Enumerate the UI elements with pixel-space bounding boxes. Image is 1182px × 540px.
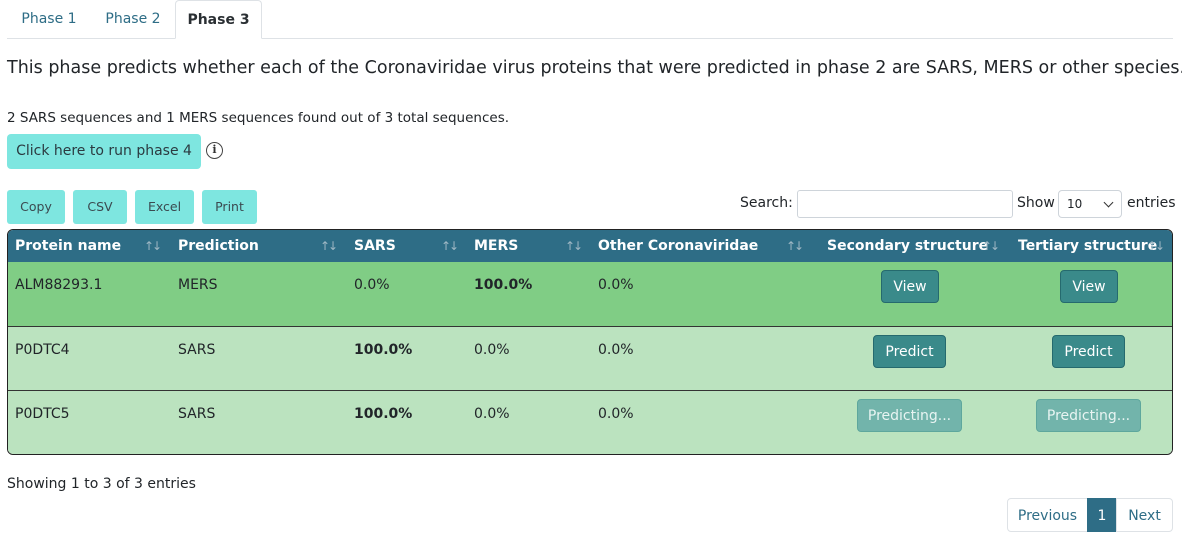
sort-icon[interactable]: ↑↓ [786, 239, 804, 253]
page-1-button[interactable]: 1 [1087, 498, 1117, 532]
predict-tertiary-button[interactable]: Predict [1052, 335, 1125, 368]
other-cell: 0.0% [598, 342, 634, 358]
table-row: P0DTC4 SARS 100.0% 0.0% 0.0% Predict Pre… [8, 326, 1172, 390]
table-row: P0DTC5 SARS 100.0% 0.0% 0.0% Predicting.… [8, 390, 1172, 454]
table-info: Showing 1 to 3 of 3 entries [7, 476, 196, 492]
next-page-button[interactable]: Next [1116, 498, 1173, 532]
header-secondary-structure[interactable]: Secondary structure [827, 238, 989, 254]
sars-cell: 0.0% [354, 277, 390, 293]
search-label: Search: [740, 195, 793, 211]
header-protein-name[interactable]: Protein name [15, 238, 122, 254]
sort-icon[interactable]: ↑↓ [1147, 239, 1165, 253]
table-header: Protein name ↑↓ Prediction ↑↓ SARS ↑↓ ME… [8, 230, 1172, 262]
predict-secondary-button[interactable]: Predict [873, 335, 946, 368]
view-tertiary-button[interactable]: View [1060, 270, 1118, 303]
sort-icon[interactable]: ↑↓ [982, 239, 1000, 253]
entries-per-page-select[interactable]: 10 [1058, 190, 1122, 218]
prediction-cell: SARS [178, 406, 216, 422]
phase-description: This phase predicts whether each of the … [7, 58, 1182, 78]
sort-icon[interactable]: ↑↓ [565, 239, 583, 253]
entries-per-page-value: 10 [1067, 197, 1083, 211]
predicting-tertiary-button[interactable]: Predicting... [1036, 399, 1141, 432]
protein-name-cell: P0DTC5 [15, 406, 70, 422]
entries-label: entries [1127, 195, 1176, 211]
show-label: Show [1017, 195, 1055, 211]
sars-cell: 100.0% [354, 342, 413, 358]
sort-icon[interactable]: ↑↓ [441, 239, 459, 253]
tab-phase-1[interactable]: Phase 1 [21, 11, 77, 27]
header-mers[interactable]: MERS [474, 238, 519, 254]
other-cell: 0.0% [598, 277, 634, 293]
print-button[interactable]: Print [202, 190, 257, 224]
sars-cell: 100.0% [354, 406, 413, 422]
search-input[interactable] [797, 190, 1013, 218]
protein-name-cell: P0DTC4 [15, 342, 70, 358]
sequences-found-summary: 2 SARS sequences and 1 MERS sequences fo… [7, 110, 510, 126]
copy-button[interactable]: Copy [7, 190, 65, 224]
predicting-secondary-button[interactable]: Predicting... [857, 399, 962, 432]
previous-page-button[interactable]: Previous [1007, 498, 1088, 532]
tab-phase-3[interactable]: Phase 3 [175, 0, 262, 39]
sort-icon[interactable]: ↑↓ [320, 239, 338, 253]
chevron-down-icon [1103, 197, 1114, 208]
header-sars[interactable]: SARS [354, 238, 396, 254]
csv-button[interactable]: CSV [73, 190, 127, 224]
phase-tabs: Phase 1 Phase 2 Phase 3 [7, 0, 1173, 39]
protein-name-cell: ALM88293.1 [15, 277, 103, 293]
prediction-cell: SARS [178, 342, 216, 358]
run-phase-4-button[interactable]: Click here to run phase 4 [7, 134, 201, 169]
info-icon[interactable]: i [206, 142, 223, 159]
mers-cell: 0.0% [474, 406, 510, 422]
mers-cell: 0.0% [474, 342, 510, 358]
header-other-coronaviridae[interactable]: Other Coronaviridae [598, 238, 759, 254]
mers-cell: 100.0% [474, 277, 533, 293]
header-prediction[interactable]: Prediction [178, 238, 259, 254]
other-cell: 0.0% [598, 406, 634, 422]
predictions-table: Protein name ↑↓ Prediction ↑↓ SARS ↑↓ ME… [7, 229, 1173, 455]
header-tertiary-structure[interactable]: Tertiary structure [1018, 238, 1158, 254]
view-secondary-button[interactable]: View [881, 270, 939, 303]
sort-icon[interactable]: ↑↓ [144, 239, 162, 253]
excel-button[interactable]: Excel [135, 190, 194, 224]
table-row: ALM88293.1 MERS 0.0% 100.0% 0.0% View Vi… [8, 262, 1172, 326]
prediction-cell: MERS [178, 277, 218, 293]
tab-phase-2[interactable]: Phase 2 [105, 11, 161, 27]
